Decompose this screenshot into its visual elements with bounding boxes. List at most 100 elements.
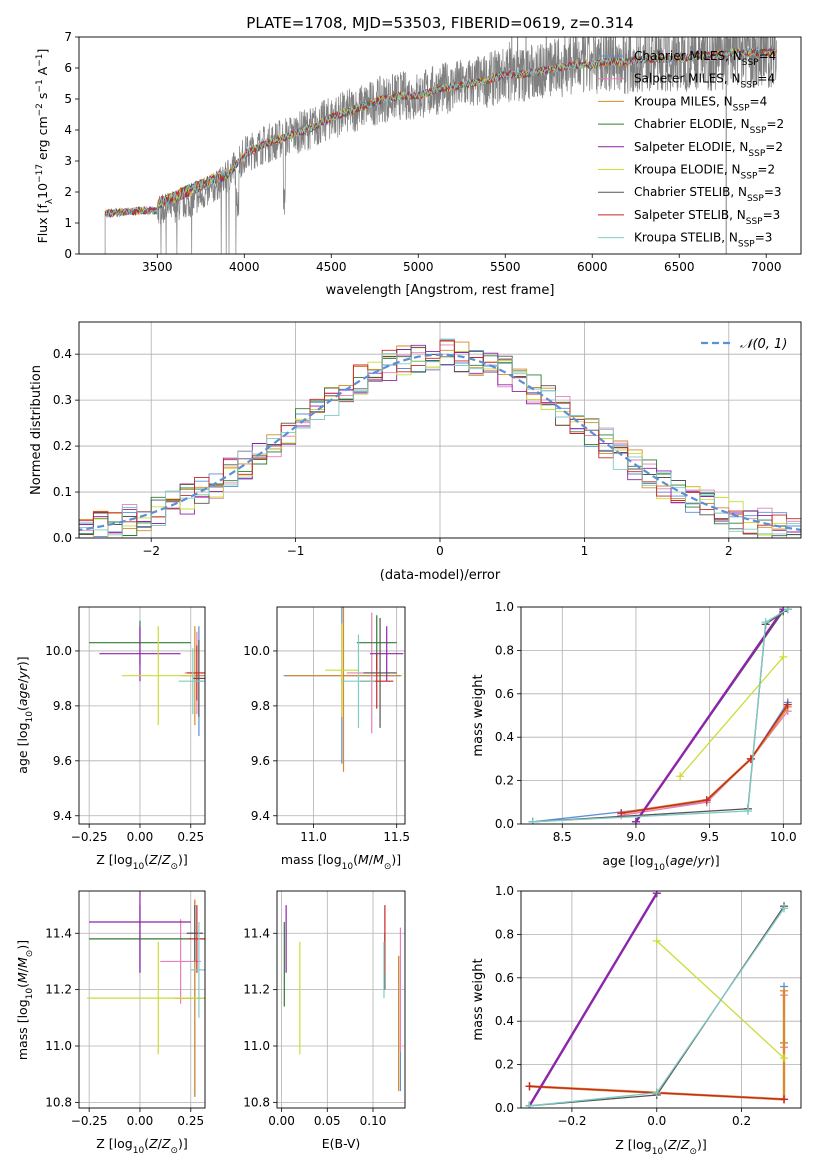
label-part: age (670, 853, 694, 868)
label-part: Chabrier MILES, N (634, 49, 742, 63)
legend-entry: Chabrier STELIB, NSSP=3 (634, 185, 782, 204)
y-tick-label: 9.6 (251, 754, 270, 768)
x-tick-label: 5000 (403, 260, 434, 274)
x-tick-label: 5500 (490, 260, 521, 274)
x-axis-label: Z [log10(Z/Z⊙)] (96, 852, 188, 872)
histogram-step (79, 353, 801, 538)
label-part: ⊙ (170, 1146, 178, 1156)
label-part: SSP (742, 58, 759, 68)
y-tick-label: 0.2 (495, 1058, 514, 1072)
y-tick-label: 4 (64, 123, 72, 137)
y-tick-label: 11.2 (45, 983, 72, 997)
label-part: yr (696, 853, 710, 868)
label-part: SSP (746, 217, 763, 227)
x-tick-label: 11.0 (300, 830, 327, 844)
y-tick-label: 6 (64, 61, 72, 75)
x-tick-label: 0.0 (647, 1114, 666, 1128)
label-part: )] (178, 852, 188, 867)
plot-area (521, 607, 801, 824)
label-part: mass [log (281, 852, 342, 867)
x-tick-label: 9.0 (626, 830, 645, 844)
age-vs-metallicity-panel: −0.25 0.00 0.25 9.4 9.6 9.8 10.0 (45, 606, 206, 844)
label-part: Z (148, 852, 158, 867)
y-axis-label: mass [log10(M/M⊙)] (15, 940, 35, 1060)
y-tick-label: 0.2 (495, 774, 514, 788)
y-axis-label: mass weight (471, 958, 486, 1040)
label-part: Z [log (96, 852, 132, 867)
label-part: =3 (763, 208, 781, 222)
weight-line (532, 702, 789, 823)
label-part: ( (15, 706, 30, 711)
y-tick-label: 5 (64, 92, 72, 106)
x-tick-label: 2 (725, 544, 733, 558)
y-tick-label: 0.0 (495, 1101, 514, 1115)
label-part: Salpeter STELIB, N (634, 208, 746, 222)
y-tick-label: 0.6 (495, 971, 514, 985)
legend-entry: Kroupa ELODIE, NSSP=2 (634, 163, 775, 182)
label-part: )] (391, 852, 401, 867)
label-part: M (373, 852, 384, 867)
label-part: −17 (35, 164, 45, 183)
label-part: ( (663, 1137, 668, 1152)
y-tick-label: 9.4 (251, 809, 270, 823)
plot-area (277, 891, 405, 1108)
y-tick-label: 1 (64, 216, 72, 230)
label-part: / (158, 852, 163, 867)
axes-frame (78, 890, 206, 1109)
label-part: Z (161, 1136, 171, 1151)
plot-area (79, 322, 801, 538)
label-part: yr (15, 665, 30, 679)
label-part: Z (680, 1137, 690, 1152)
y-tick-label: 0.2 (53, 439, 72, 453)
x-axis-label: (data-model)/error (380, 568, 501, 583)
x-tick-label: 0.00 (268, 1114, 295, 1128)
x-tick-label: 0.10 (360, 1114, 387, 1128)
label-part: Z (161, 852, 171, 867)
residual-panel: −2 −1 0 1 2 0.0 0.1 0.2 0.3 0.4 𝒩(0, 1) (53, 321, 802, 558)
label-part: =2 (766, 117, 784, 131)
chart-title: PLATE=1708, MJD=53503, FIBERID=0619, z=0… (246, 14, 633, 32)
weight-line (634, 608, 785, 823)
label-part: / (693, 853, 698, 868)
x-tick-label: 8.5 (553, 830, 572, 844)
label-part: ( (353, 852, 358, 867)
legend-entry: Kroupa MILES, NSSP=4 (634, 94, 767, 113)
label-part: ] (35, 49, 50, 54)
label-part: )] (697, 1137, 707, 1152)
x-tick-label: 9.5 (700, 830, 719, 844)
y-axis-label: Normed distribution (29, 365, 44, 495)
x-tick-label: 0.2 (732, 1114, 751, 1128)
y-tick-label: 11.4 (243, 926, 270, 940)
x-tick-label: 4500 (316, 260, 347, 274)
axes-frame (520, 606, 802, 825)
weight-line (679, 656, 784, 777)
y-tick-label: 10.0 (243, 644, 270, 658)
y-tick-label: 9.6 (53, 754, 72, 768)
plot-area (277, 607, 405, 824)
mass-vs-metallicity-panel: −0.25 0.00 0.25 10.8 11.0 11.2 11.4 (45, 890, 206, 1128)
x-axis-label: wavelength [Angstrom, rest frame] (326, 283, 555, 298)
legend-entry: Salpeter MILES, NSSP=4 (634, 72, 775, 91)
y-axis-label: age [log10(age/yr)] (15, 656, 35, 773)
label-part: 10 (25, 711, 35, 723)
model-fit-line (105, 47, 777, 218)
mass-weight-vs-metallicity-panel: −0.2 0.0 0.2 0.0 0.2 0.4 0.6 0.8 1.0 (495, 884, 802, 1128)
y-tick-label: 7 (64, 30, 72, 44)
x-tick-label: −0.2 (557, 1114, 586, 1128)
x-axis-label: mass [log10(M/M⊙)] (281, 852, 401, 872)
normal-curve (79, 353, 801, 532)
plot-area (521, 891, 801, 1108)
label-part: 10 (342, 862, 354, 872)
legend-entry: Chabrier MILES, NSSP=4 (634, 49, 776, 68)
x-tick-label: 6500 (664, 260, 695, 274)
label-part: 10 (654, 863, 666, 873)
mass-vs-ebv-panel: 0.00 0.05 0.10 10.8 11.0 11.2 11.4 (243, 890, 406, 1128)
x-axis-label: Z [log10(Z/Z⊙)] (615, 1137, 707, 1157)
x-tick-label: 0.00 (127, 830, 154, 844)
axes-frame (276, 890, 406, 1109)
y-tick-label: 1.0 (495, 600, 514, 614)
y-tick-label: 11.4 (45, 926, 72, 940)
y-tick-label: 9.8 (53, 699, 72, 713)
label-part: =4 (759, 49, 777, 63)
label-part: =4 (750, 94, 768, 108)
